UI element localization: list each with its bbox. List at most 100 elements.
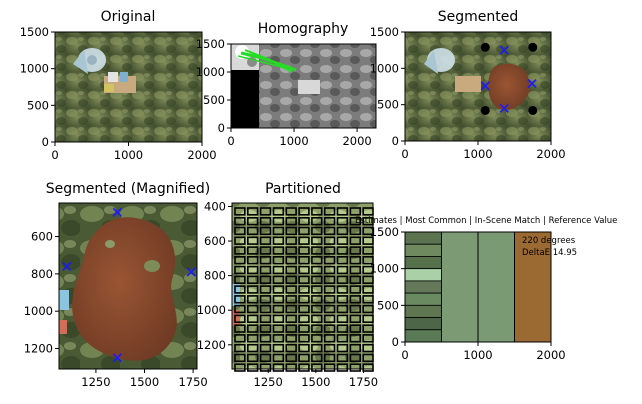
grid-cell — [259, 275, 272, 284]
grid-cell — [323, 304, 336, 314]
grid-cell — [259, 246, 272, 255]
x-tick-label: 1000 — [279, 134, 308, 148]
grid-cell — [234, 314, 246, 323]
grid-cell — [298, 343, 310, 353]
grid-cell — [323, 275, 336, 284]
y-tick-label: 500 — [203, 93, 225, 107]
x-tick-label: 1000 — [463, 147, 492, 161]
grid-cell — [247, 285, 259, 294]
grid-cell — [247, 275, 259, 284]
marker — [499, 45, 509, 55]
grid-cell — [285, 285, 297, 294]
grid-cell — [311, 255, 323, 265]
grid-cell — [336, 353, 349, 363]
homography-image — [231, 44, 376, 128]
grid-cell — [234, 217, 246, 226]
grid-cell — [272, 275, 285, 284]
grid-cell — [298, 295, 310, 304]
marker — [186, 267, 196, 277]
grid-cell — [323, 217, 336, 226]
grid-cell — [311, 304, 323, 314]
marker — [62, 261, 72, 271]
grid-cell — [247, 343, 259, 353]
x-tick-label: 2000 — [536, 348, 565, 362]
grid-cell — [298, 275, 310, 284]
magnified-image — [59, 203, 197, 369]
panel-original: Original — [55, 9, 202, 142]
grid-cell — [323, 295, 336, 304]
panel-homography: Homography — [231, 21, 376, 128]
x-tick-label: 2000 — [187, 148, 216, 162]
grid-cell — [285, 334, 297, 343]
grid-cell — [298, 246, 310, 255]
title-estimates: Estimates | Most Common | In-Scene Match… — [355, 216, 617, 226]
grid-cell — [311, 314, 323, 323]
box-corner — [528, 105, 538, 115]
grid-cell — [349, 363, 361, 372]
grid-cell — [247, 324, 259, 333]
grid-cell — [272, 314, 285, 323]
marker — [112, 207, 122, 217]
grid-cell — [336, 275, 349, 284]
panel-magnified: Segmented (Magnified) — [46, 181, 210, 369]
grid-cell — [349, 236, 361, 245]
grid-cell — [272, 246, 285, 255]
grid-cell — [323, 353, 336, 363]
grid-cell — [234, 324, 246, 333]
grid-cell — [323, 236, 336, 245]
grid-cell — [349, 217, 361, 226]
grid-cell — [298, 207, 310, 216]
grid-cell — [272, 304, 285, 314]
grid-cell — [234, 353, 246, 363]
grid-cell — [285, 314, 297, 323]
grid-cell — [323, 343, 336, 353]
grid-cell — [349, 314, 361, 323]
panel-partitioned: Partitioned — [232, 181, 374, 372]
x-tick-label: 1750 — [349, 375, 378, 389]
x-tick-label: 2000 — [536, 147, 565, 161]
y-tick-label: 1000 — [24, 304, 53, 318]
grid-cell — [311, 363, 323, 372]
grid-cell — [336, 285, 349, 294]
grid-cell — [298, 226, 310, 236]
grid-cell — [272, 236, 285, 245]
grid-cell — [285, 246, 297, 255]
grid-cell — [298, 314, 310, 323]
grid-cell — [247, 295, 259, 304]
estimate-columns — [441, 231, 552, 343]
grid-cell — [298, 363, 310, 372]
estimate-swatch — [404, 243, 442, 257]
grid-cell — [234, 236, 246, 245]
grid-cell — [285, 265, 297, 275]
grid-cell — [311, 285, 323, 294]
grid-cell — [285, 236, 297, 245]
x-tick-label: 0 — [401, 147, 408, 161]
grid-cell — [234, 207, 246, 216]
grid-cell — [298, 217, 310, 226]
estimate-swatch — [404, 280, 442, 294]
grid-cell — [336, 304, 349, 314]
grid-cell — [323, 226, 336, 236]
grid-cell — [272, 353, 285, 363]
grid-cell — [259, 304, 272, 314]
title-original: Original — [101, 9, 156, 25]
grid-cell — [272, 207, 285, 216]
segmented-image — [405, 32, 551, 141]
grid-cell — [272, 334, 285, 343]
y-tick-label: 0 — [42, 135, 49, 149]
grid-cell — [247, 255, 259, 265]
grid-cell — [323, 314, 336, 323]
grid-cell — [323, 246, 336, 255]
box-corner — [528, 42, 538, 52]
grid-cell — [298, 285, 310, 294]
grid-cell — [285, 324, 297, 333]
grid-cell — [272, 226, 285, 236]
grid-cell — [311, 217, 323, 226]
annotation-line-1: 220 degrees — [522, 236, 576, 246]
estimate-swatch — [404, 304, 442, 318]
grid-cell — [298, 353, 310, 363]
grid-cell — [234, 304, 246, 314]
x-tick-label: 1500 — [130, 375, 159, 389]
grid-cell — [336, 363, 349, 372]
grid-cell — [349, 324, 361, 333]
